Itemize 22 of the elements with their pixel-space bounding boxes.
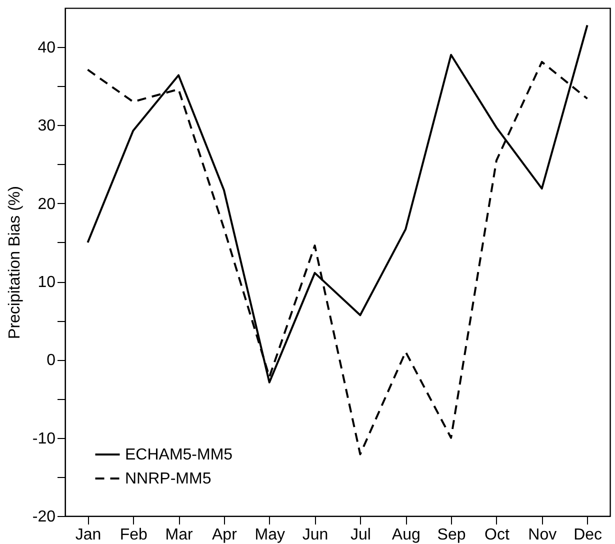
y-tick-label: 30 [38, 118, 56, 135]
x-tick-label: Apr [212, 526, 238, 544]
x-tick-label: Aug [392, 526, 420, 544]
y-tick-label: -10 [32, 430, 56, 448]
x-tick-label: Sep [437, 526, 466, 544]
y-tick-label: 20 [38, 196, 56, 213]
y-tick-label: -20 [32, 508, 56, 526]
x-tick-label: Jun [302, 526, 328, 544]
x-tick-label: Oct [484, 526, 510, 544]
legend-label: ECHAM5-MM5 [125, 446, 233, 464]
x-tick-label: Jul [350, 526, 371, 544]
y-tick-label: 40 [38, 40, 56, 57]
x-tick-label: Dec [574, 526, 602, 544]
x-tick-label: May [254, 526, 285, 544]
x-tick-label: Feb [120, 526, 148, 544]
y-tick-label: 10 [38, 274, 56, 292]
x-tick-label: Nov [528, 526, 557, 544]
legend-label: NNRP-MM5 [125, 470, 212, 488]
x-tick-label: Jan [75, 526, 102, 544]
x-tick-label: Mar [165, 526, 194, 544]
y-tick-label: 0 [46, 352, 56, 370]
y-axis-title: Precipitation Bias (%) [6, 186, 24, 339]
